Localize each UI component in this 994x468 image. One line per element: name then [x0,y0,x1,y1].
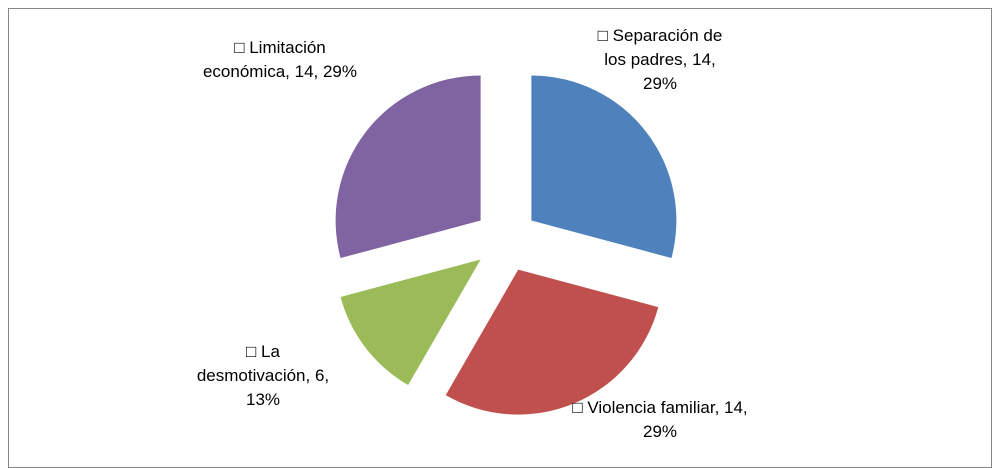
data-label: □ Violencia familiar, 14, 29% [572,398,748,441]
data-label: □ Separación de los padres, 14, 29% [597,26,723,93]
pie-slice [340,259,481,386]
data-label: □ Limitación económica, 14, 29% [202,38,358,81]
pie-slice [531,75,677,259]
data-label: □ La desmotivación, 6, 13% [196,342,330,409]
pie-slice [335,75,481,259]
pie-slice [445,269,659,415]
